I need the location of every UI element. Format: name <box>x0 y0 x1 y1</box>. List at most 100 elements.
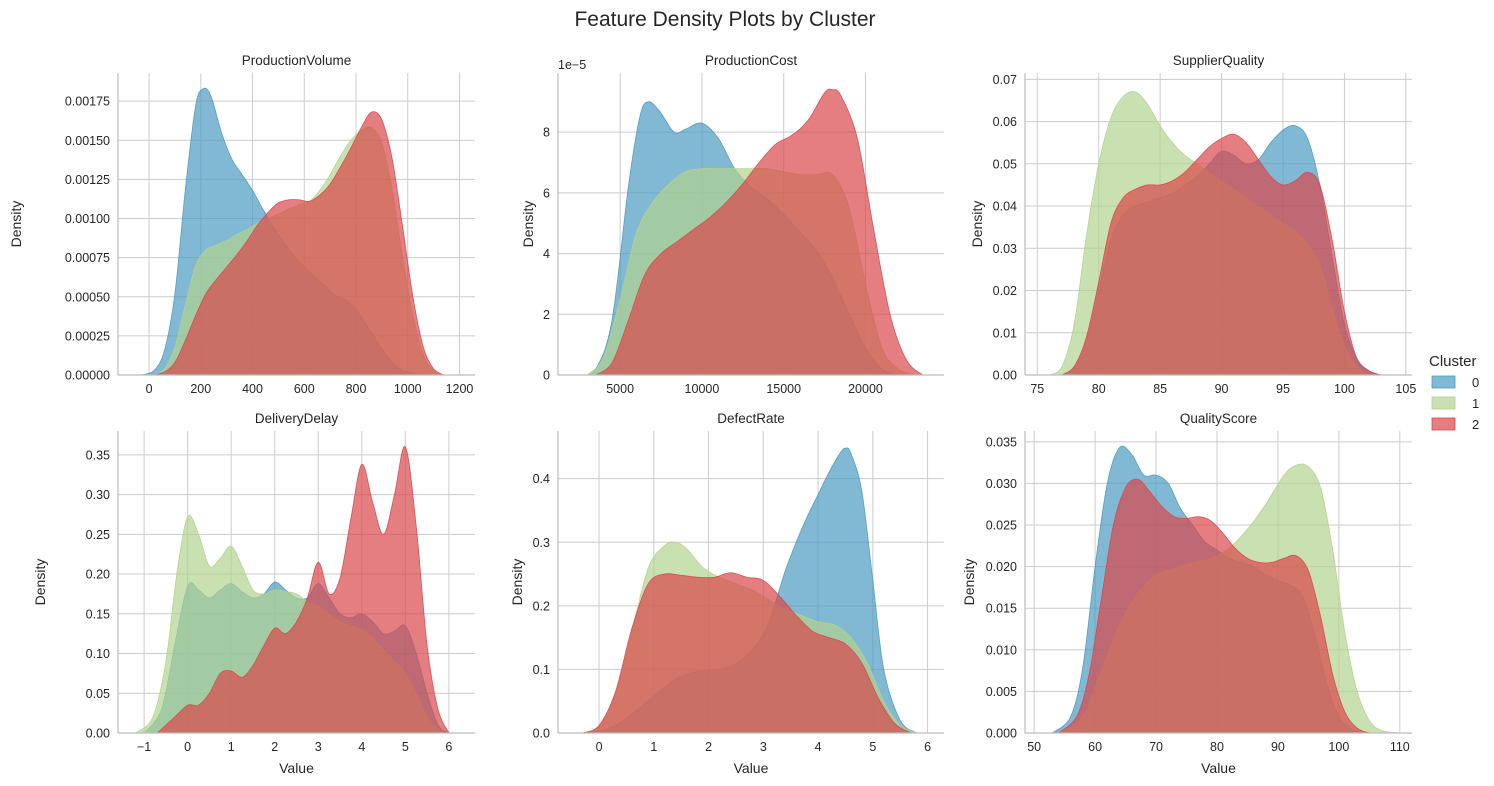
y-tick-label: 0.35 <box>86 448 110 462</box>
y-tick-label: 0.20 <box>86 568 110 582</box>
y-tick-label: 0.1 <box>533 663 550 677</box>
y-axis-label: Density <box>509 559 525 606</box>
x-tick-label: 100 <box>1328 740 1349 754</box>
y-tick-label: 0.010 <box>986 643 1017 657</box>
legend: Cluster 0 1 2 <box>1429 353 1479 432</box>
density-line-cluster-2 <box>582 572 912 734</box>
x-tick-label: 800 <box>346 382 367 396</box>
x-tick-label: 95 <box>1276 382 1290 396</box>
y-tick-label: 4 <box>543 247 550 261</box>
y-tick-label: 0.00075 <box>65 251 110 265</box>
density-area-cluster-2 <box>1058 479 1370 733</box>
x-tick-label: 600 <box>294 382 315 396</box>
y-tick-label: 0.00175 <box>65 95 110 109</box>
y-tick-label: 2 <box>543 308 550 322</box>
y-tick-label: 0.000 <box>986 727 1017 741</box>
y-tick-label: 0.00 <box>993 369 1017 383</box>
y-tick-label: 0.0 <box>533 727 550 741</box>
panel-qualityscore: 0.000 0.005 0.010 0.015 0.020 0.025 0.030 0.035… <box>961 411 1412 776</box>
legend-label-cluster-0: 0 <box>1472 375 1479 390</box>
legend-swatch-cluster-2 <box>1431 417 1456 431</box>
x-tick-label: 1 <box>650 740 657 754</box>
x-tick-label: 90 <box>1215 382 1229 396</box>
x-tick-label: 1200 <box>446 382 474 396</box>
x-tick-label: 3 <box>315 740 322 754</box>
y-tick-label: 0.4 <box>533 472 550 486</box>
y-tick-label: 0.00100 <box>65 212 110 226</box>
y-tick-label: 0.020 <box>986 560 1017 574</box>
x-tick-label: 50 <box>1027 740 1041 754</box>
x-tick-label: 5 <box>869 740 876 754</box>
x-tick-label: 85 <box>1153 382 1167 396</box>
y-tick-label: 0.030 <box>986 477 1017 491</box>
x-tick-label: 2 <box>271 740 278 754</box>
y-tick-label: 0.03 <box>993 242 1017 256</box>
y-tick-label: 0.3 <box>533 536 550 550</box>
x-tick-label: 80 <box>1210 740 1224 754</box>
x-tick-label: 2 <box>705 740 712 754</box>
x-tick-label: 3 <box>760 740 767 754</box>
legend-swatch-cluster-1 <box>1431 396 1456 410</box>
x-tick-label: 0 <box>146 382 153 396</box>
x-tick-label: 0 <box>184 740 191 754</box>
y-tick-label: 8 <box>543 126 550 140</box>
panel-title: QualityScore <box>1180 411 1257 426</box>
density-line-cluster-2 <box>595 88 924 376</box>
x-tick-label: 1 <box>228 740 235 754</box>
x-tick-label: 4 <box>815 740 822 754</box>
x-tick-label: 90 <box>1271 740 1285 754</box>
panel-title: SupplierQuality <box>1173 53 1265 68</box>
density-line-cluster-2 <box>1058 478 1370 734</box>
legend-label-cluster-1: 1 <box>1472 396 1479 411</box>
density-area-cluster-2 <box>582 572 912 733</box>
y-tick-label: 0.005 <box>986 685 1017 699</box>
density-line-cluster-2 <box>1061 133 1382 376</box>
density-area-cluster-2 <box>595 89 923 376</box>
legend-swatch-cluster-0 <box>1431 375 1456 389</box>
y-tick-label: 0.00050 <box>65 290 110 304</box>
y-tick-label: 0.06 <box>993 115 1017 129</box>
x-tick-label: 400 <box>242 382 263 396</box>
y-tick-label: 0 <box>543 369 550 383</box>
x-tick-label: 6 <box>924 740 931 754</box>
y-axis-label: Density <box>961 559 977 606</box>
y-tick-label: 0.04 <box>993 200 1017 214</box>
density-line-cluster-2 <box>156 446 450 734</box>
density-area-cluster-2 <box>157 446 449 733</box>
y-tick-label: 0.2 <box>533 599 550 613</box>
y-tick-label: 0.00125 <box>65 173 110 187</box>
x-tick-label: 105 <box>1395 382 1416 396</box>
panel-title: ProductionVolume <box>242 53 352 68</box>
panel-defectrate: 0.0 0.1 0.2 0.3 0.4 0 1 2 3 4 5 6 DefectRate Density V… <box>509 411 944 776</box>
y-tick-label: 0.30 <box>86 488 110 502</box>
y-tick-label: 0.00000 <box>65 369 110 383</box>
density-line-cluster-2 <box>154 111 445 376</box>
x-tick-label: 80 <box>1092 382 1106 396</box>
y-tick-label: 0.05 <box>993 157 1017 171</box>
x-tick-label: 75 <box>1030 382 1044 396</box>
x-tick-label: 5 <box>402 740 409 754</box>
x-tick-label: 200 <box>190 382 211 396</box>
y-tick-label: 0.25 <box>86 528 110 542</box>
x-tick-label: 4 <box>358 740 365 754</box>
panel-supplierquality: 0.00 0.01 0.02 0.03 0.04 0.05 0.06 0.07 75 80 85 90… <box>969 53 1416 396</box>
panel-title: ProductionCost <box>705 53 798 68</box>
x-axis-label: Value <box>279 760 314 776</box>
density-area-cluster-2 <box>1061 134 1382 375</box>
y-tick-label: 0.05 <box>86 687 110 701</box>
x-tick-label: 5000 <box>606 382 634 396</box>
x-tick-label: 110 <box>1390 740 1410 754</box>
x-tick-label: 100 <box>1334 382 1355 396</box>
x-tick-label: −1 <box>137 740 151 754</box>
legend-label-cluster-2: 2 <box>1472 417 1479 432</box>
panel-deliverydelay: 0.00 0.05 0.10 0.15 0.20 0.25 0.30 0.35 −1 0 1 2 3 4 5… <box>32 411 475 776</box>
x-tick-label: 0 <box>596 740 603 754</box>
legend-title: Cluster <box>1429 353 1477 370</box>
x-tick-label: 70 <box>1149 740 1163 754</box>
y-axis-label: Density <box>520 201 536 248</box>
y-tick-label: 0.025 <box>986 519 1017 533</box>
y-tick-label: 0.015 <box>986 602 1017 616</box>
x-axis-label: Value <box>1201 760 1236 776</box>
panels: 0.000000.000250.000500.000750.001000.001… <box>8 53 1416 776</box>
